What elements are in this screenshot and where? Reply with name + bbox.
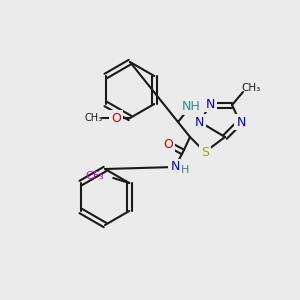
Text: CH₃: CH₃: [85, 113, 103, 123]
Text: H: H: [181, 165, 189, 175]
Text: CH₃: CH₃: [242, 83, 261, 93]
Text: O: O: [111, 112, 121, 124]
Text: N: N: [170, 160, 180, 173]
Text: N: N: [205, 98, 215, 110]
Text: O: O: [163, 139, 173, 152]
Text: S: S: [201, 146, 209, 158]
Text: N: N: [236, 116, 246, 128]
Text: NH: NH: [182, 100, 200, 113]
Text: CF₃: CF₃: [86, 171, 105, 181]
Text: N: N: [194, 116, 204, 128]
